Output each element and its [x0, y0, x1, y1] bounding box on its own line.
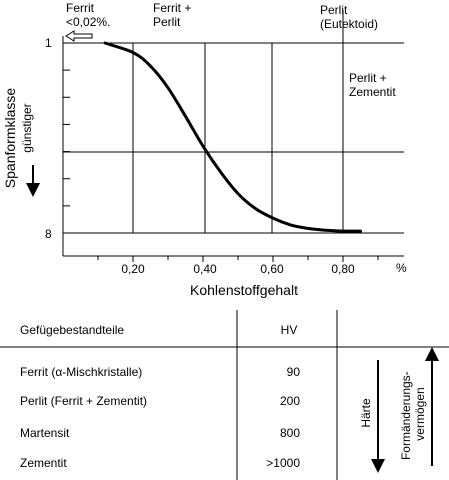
table-header-value: HV: [281, 323, 298, 337]
table-row-value-1: 200: [280, 394, 300, 408]
y-axis-minor-ticks: [63, 42, 70, 234]
ferrit-pointer-arrow-icon: [65, 30, 93, 42]
region-label-perlit-eutektoid: Perlit (Eutektoid): [320, 3, 378, 31]
x-axis-title: Kohlenstoffgehalt: [190, 282, 298, 298]
table-row-label-0: Ferrit (α-Mischkristalle): [20, 365, 142, 379]
plot-area: [62, 10, 404, 257]
x-unit-label: %: [396, 261, 407, 275]
table-row-value-0: 90: [287, 365, 301, 379]
x-tick-label-060: 0,60: [260, 262, 284, 276]
y-axis-title: Spanformklasse: [2, 88, 18, 189]
formaenderung-label: Formänderungs- vermögen: [399, 368, 427, 460]
y-tick-label-8: 8: [45, 227, 52, 241]
table-row-value-3: >1000: [266, 456, 300, 470]
table-header-label: Gefügebestandteile: [20, 323, 124, 337]
y-axis-subtitle: günstiger: [20, 103, 34, 152]
hardness-table: Gefügebestandteile HV Ferrit (α-Mischkri…: [0, 310, 449, 480]
x-tick-label-020: 0,20: [121, 262, 145, 276]
table-row-label-3: Zementit: [20, 456, 67, 470]
table-row-label-1: Perlit (Ferrit + Zementit): [20, 394, 147, 408]
series-line: [103, 41, 362, 233]
x-tick-label-040: 0,40: [193, 262, 217, 276]
table-row-value-2: 800: [280, 426, 300, 440]
x-axis-ticks: [97, 256, 379, 262]
haerte-label: Härte: [359, 398, 373, 428]
y-tick-label-1: 1: [45, 36, 52, 50]
region-label-ferrit: Ferrit <0,02%.: [66, 1, 110, 29]
region-label-perlit-zementit: Perlit + Zementit: [349, 71, 396, 99]
region-label-ferrit-perlit: Ferrit + Perlit: [153, 1, 195, 29]
table-row-label-2: Martensit: [20, 426, 70, 440]
x-tick-label-080: 0,80: [331, 262, 355, 276]
